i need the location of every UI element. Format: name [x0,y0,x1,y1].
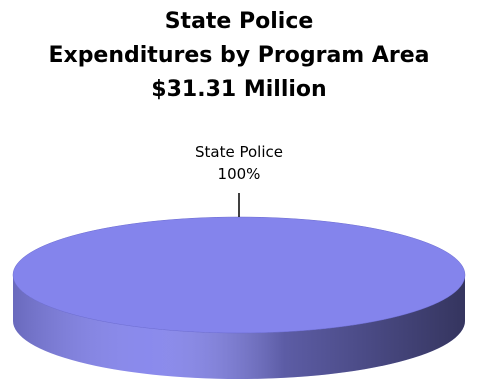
data-label: State Police [195,143,283,161]
chart-title: State Police [165,9,314,34]
chart-title: $31.31 Million [151,77,326,102]
chart-title: Expenditures by Program Area [48,43,429,68]
pie-slice [12,216,466,334]
pie: State Police 100% [12,143,466,379]
data-label: 100% [218,165,261,183]
pie-side-shade [13,275,465,379]
